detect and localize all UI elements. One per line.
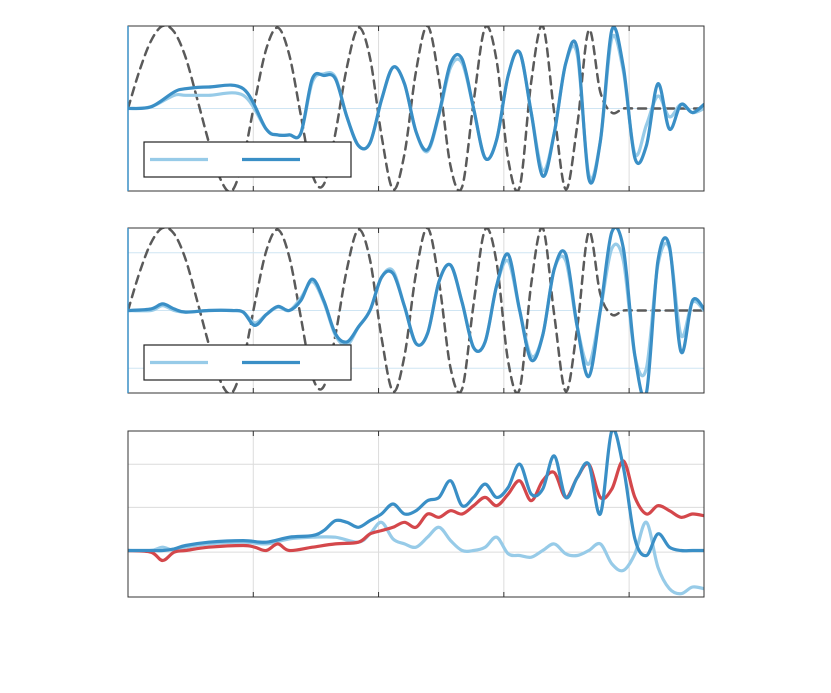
series-line-3 <box>128 26 704 185</box>
panel-2 <box>127 227 705 394</box>
axes-frame <box>127 430 705 598</box>
series-line-1 <box>128 26 704 191</box>
series-group <box>128 431 704 596</box>
series-line-1 <box>128 520 704 596</box>
series-line-3 <box>128 431 704 558</box>
series-group <box>128 26 704 191</box>
series-group <box>128 228 704 393</box>
panel-1 <box>127 25 705 192</box>
legend <box>143 141 352 178</box>
panel-3 <box>127 430 705 598</box>
legend <box>143 344 352 381</box>
series-line-3 <box>128 228 704 393</box>
series-line-1 <box>128 228 704 393</box>
